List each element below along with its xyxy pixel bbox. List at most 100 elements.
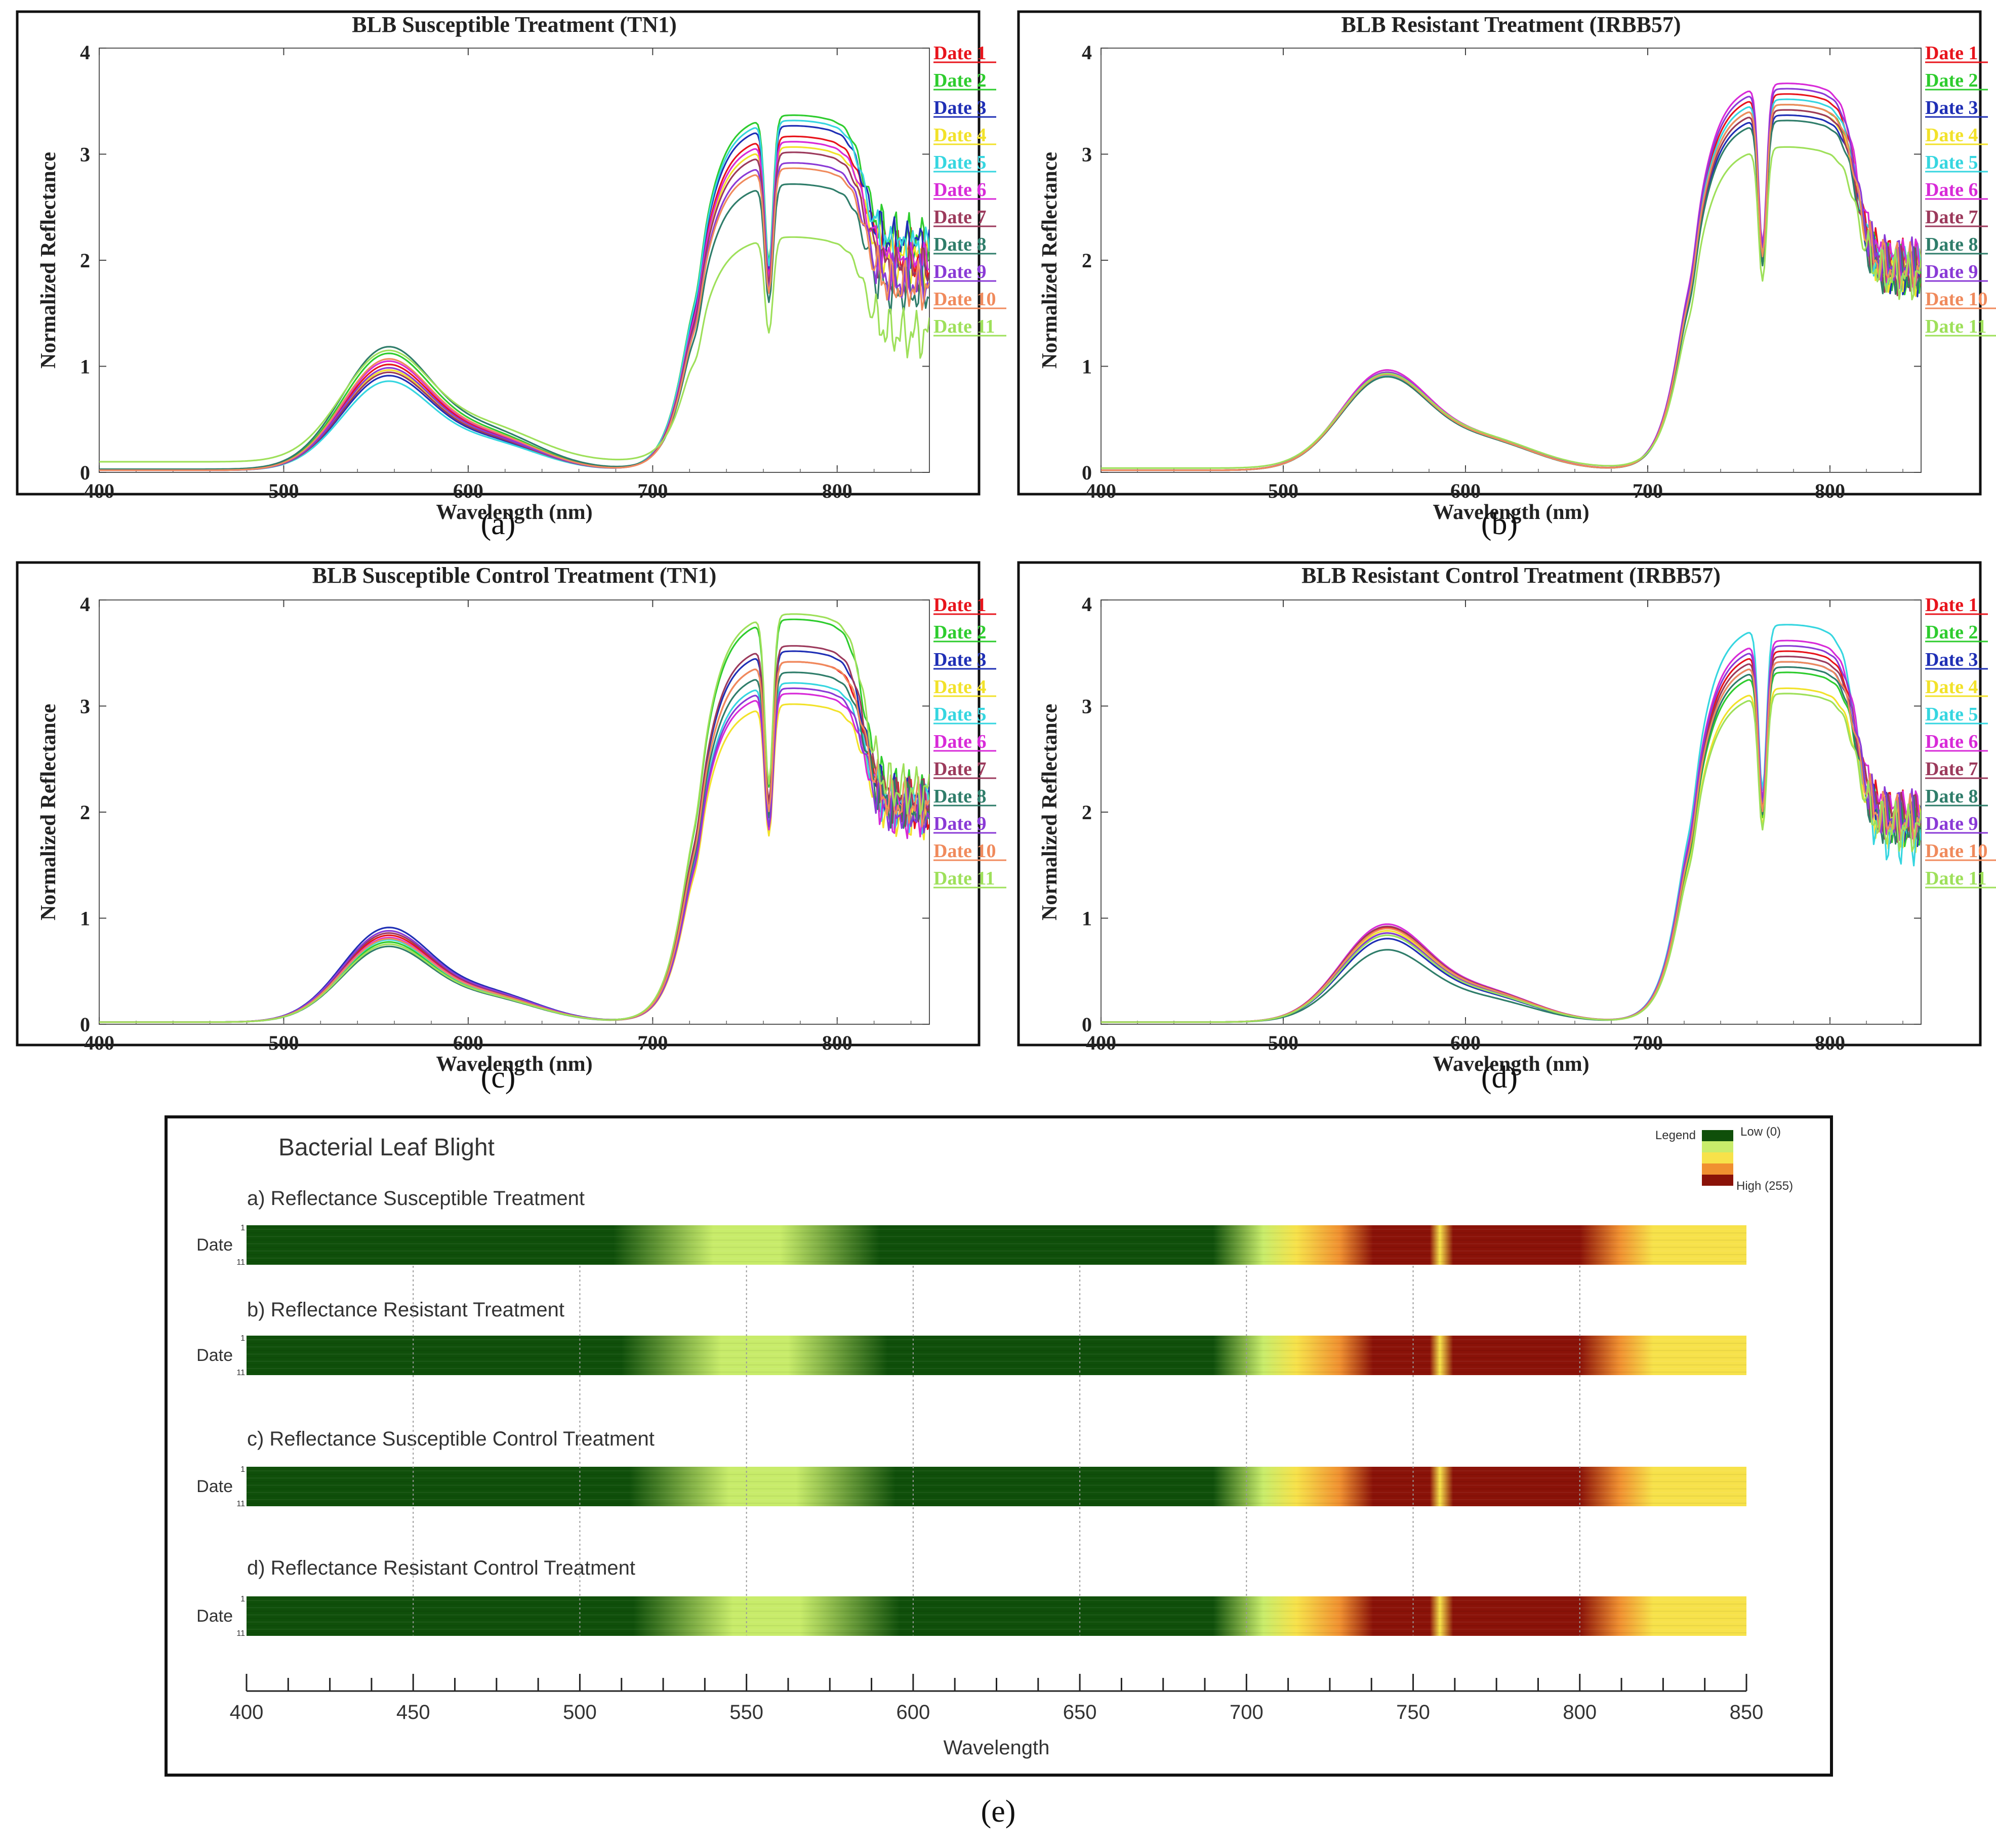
- series-line-date-11: [99, 236, 929, 463]
- heatmap-x-tick-label: 600: [897, 1701, 930, 1723]
- strip-label: b) Reflectance Resistant Treatment: [247, 1299, 564, 1321]
- series-lines: [99, 613, 929, 1023]
- heatmap-legend-low: Low (0): [1740, 1125, 1781, 1139]
- x-tick-label: 800: [822, 1031, 852, 1054]
- series-line-date-11: [99, 613, 929, 1023]
- row-range-start: 1: [240, 1465, 245, 1474]
- x-tick-label: 400: [84, 479, 114, 502]
- heatmap-row-stripe: [247, 1364, 1746, 1365]
- heatmap-x-tick-label: 500: [563, 1701, 597, 1723]
- legend-entry: Date 5: [1925, 704, 1978, 725]
- series-lines: [1101, 83, 1921, 471]
- legend-entry: Date 4: [933, 125, 986, 146]
- heatmap-title: Bacterial Leaf Blight: [278, 1134, 495, 1161]
- heatmap-row-stripe: [247, 1503, 1746, 1504]
- legend-entry: Date 10: [933, 840, 996, 862]
- y-axis-label: Normalized Reflectance: [1038, 152, 1062, 369]
- heatmap-row-stripe: [247, 1346, 1746, 1348]
- heatmap-row-stripe: [247, 1481, 1746, 1482]
- x-tick-label: 700: [1633, 1031, 1663, 1054]
- heatmap-row-stripe: [247, 1257, 1746, 1259]
- y-tick-label: 4: [1082, 41, 1092, 64]
- legend-entry: Date 8: [1925, 234, 1978, 255]
- heatmap-row-stripe: [247, 1484, 1746, 1486]
- x-axis-label: Wavelength (nm): [1433, 501, 1589, 524]
- row-label: Date: [196, 1235, 233, 1255]
- heatmap-row-stripe: [247, 1360, 1746, 1362]
- heatmap-row-stripe: [247, 1621, 1746, 1623]
- heatmap-x-tick-label: 750: [1396, 1701, 1430, 1723]
- chart-panel-a: BLB Susceptible Treatment (TN1) 400 500 600…: [16, 10, 1006, 524]
- heatmap-strip: [247, 1225, 1746, 1265]
- heatmap-row-stripe: [247, 1632, 1746, 1633]
- legend-entry: Date 5: [1925, 152, 1978, 173]
- strip-label: a) Reflectance Susceptible Treatment: [247, 1187, 585, 1210]
- heatmap-legend-swatch: [1702, 1152, 1733, 1163]
- heatmap-x-tick-label: 400: [230, 1701, 264, 1723]
- row-label: Date: [196, 1477, 233, 1496]
- heatmap-row-stripe: [247, 1357, 1746, 1358]
- series-line-date-8: [99, 183, 929, 470]
- panel-label: (b): [1481, 507, 1518, 541]
- chart-title: BLB Resistant Treatment (IRBB57): [1341, 12, 1681, 37]
- heatmap-x-tick-label: 550: [729, 1701, 763, 1723]
- heatmap-row-stripe: [247, 1495, 1746, 1497]
- row-range-end: 11: [236, 1629, 245, 1638]
- legend-entry: Date 8: [933, 234, 986, 255]
- heatmap-panel: Bacterial Leaf Blight a) Reflectance Susc…: [165, 1115, 1833, 1777]
- legend-entry: Date 8: [933, 786, 986, 807]
- heatmap-strip: [247, 1467, 1746, 1506]
- legend-entry: Date 8: [1925, 786, 1978, 807]
- heatmap-row-stripe: [247, 1243, 1746, 1244]
- legend-entry: Date 3: [933, 649, 986, 670]
- heatmap-row-stripe: [247, 1247, 1746, 1248]
- row-label: Date: [196, 1346, 233, 1365]
- y-axis-label: Normalized Reflectance: [1038, 704, 1062, 920]
- x-tick-label: 800: [1815, 479, 1845, 502]
- panel-labels: (a) (b) (c) (d) (e): [481, 507, 1518, 1829]
- heatmap-row-stripe: [247, 1339, 1746, 1341]
- heatmap-row-stripe: [247, 1372, 1746, 1373]
- row-range-start: 1: [240, 1334, 245, 1343]
- y-tick-label: 0: [80, 1013, 90, 1036]
- heatmap-row-stripe: [247, 1236, 1746, 1237]
- legend-entry: Date 6: [933, 731, 986, 752]
- legend-entry: Date 2: [1925, 70, 1978, 91]
- x-tick-label: 400: [84, 1031, 114, 1054]
- x-tick-label: 700: [1633, 479, 1663, 502]
- x-tick-label: 500: [1268, 1031, 1298, 1054]
- chart-panel-c: BLB Susceptible Control Treatment (TN1) 4…: [16, 561, 1006, 1076]
- legend-entry: Date 6: [1925, 179, 1978, 200]
- heatmap-row-stripe: [247, 1611, 1746, 1612]
- heatmap-row-stripe: [247, 1607, 1746, 1609]
- legend-entry: Date 7: [933, 758, 986, 780]
- heatmap-x-tick-label: 650: [1063, 1701, 1097, 1723]
- legend-entry: Date 5: [933, 704, 986, 725]
- x-tick-label: 600: [1450, 479, 1481, 502]
- heatmap-row-stripe: [247, 1625, 1746, 1626]
- heatmap-x-tick-label: 800: [1563, 1701, 1597, 1723]
- legend-entry: Date 9: [933, 813, 986, 834]
- panel-label: (c): [481, 1060, 516, 1095]
- legend-entry: Date 3: [933, 97, 986, 118]
- heatmap-x-tick-label: 450: [396, 1701, 430, 1723]
- legend-entry: Date 1: [1925, 594, 1978, 616]
- chart-title: BLB Susceptible Control Treatment (TN1): [312, 563, 717, 588]
- x-tick-label: 700: [637, 479, 668, 502]
- legend-entry: Date 5: [933, 152, 986, 173]
- heatmap-legend-swatch: [1702, 1175, 1733, 1186]
- series-line-date-10: [99, 167, 929, 471]
- legend-entry: Date 11: [1925, 316, 1986, 337]
- heatmap-row-stripe: [247, 1261, 1746, 1262]
- y-tick-label: 2: [80, 249, 90, 272]
- heatmap-row-stripe: [247, 1618, 1746, 1619]
- panel-label: (e): [981, 1794, 1016, 1829]
- heatmap-legend-swatch: [1702, 1163, 1733, 1175]
- heatmap-strip: [247, 1336, 1746, 1375]
- y-tick-label: 1: [1082, 355, 1092, 378]
- series-line-date-11: [1101, 146, 1921, 469]
- legend-entry: Date 6: [933, 179, 986, 200]
- legend-entry: Date 10: [933, 289, 996, 310]
- legend-entry: Date 4: [1925, 125, 1978, 146]
- legend-entry: Date 4: [933, 676, 986, 698]
